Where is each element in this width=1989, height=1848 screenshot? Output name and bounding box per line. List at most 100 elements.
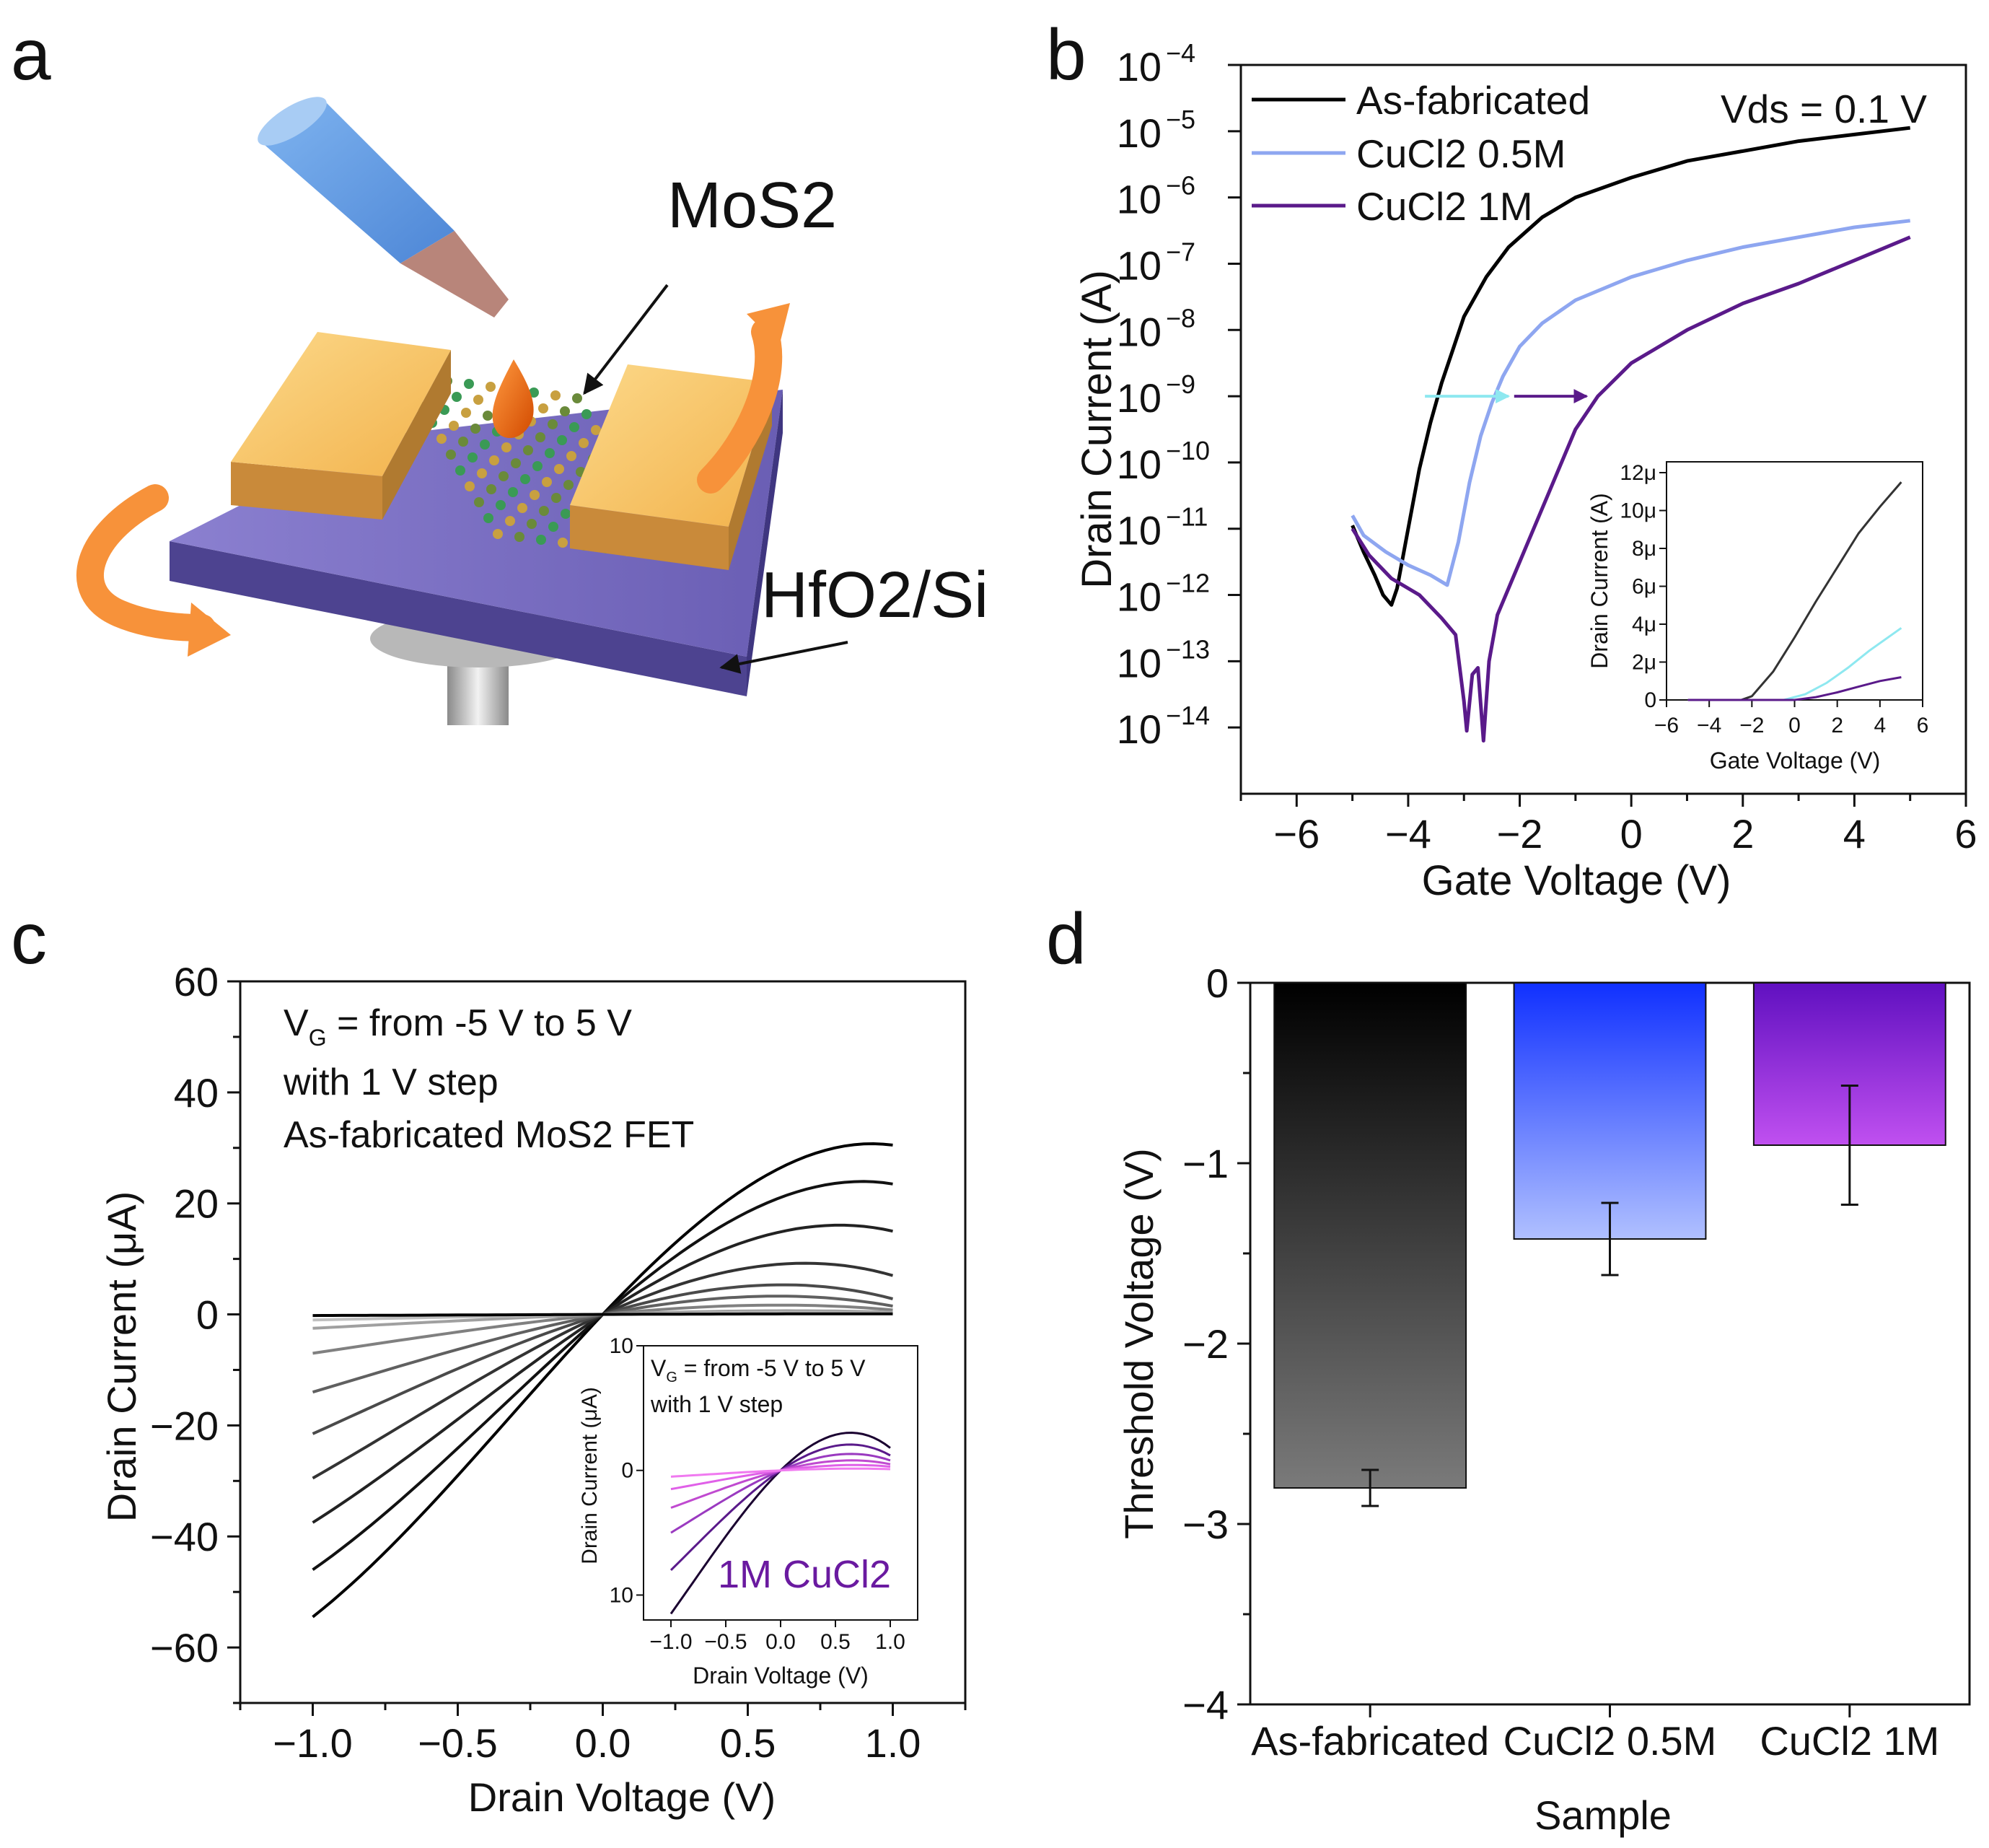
y-tick-label: −4	[1182, 1682, 1229, 1727]
pipette-cap	[258, 97, 327, 146]
panel-b-inset: −6 −4 −2 0 2 4 6 0 2μ 4μ 6μ 8μ 10μ 12μ Gate Voltage (…	[1586, 461, 1928, 774]
inset-x-tick-label: 0.0	[765, 1630, 796, 1654]
lattice-atom	[572, 393, 582, 403]
pipette-tip	[400, 231, 509, 318]
panel-c-annotation-vg: VG = from -5 V to 5 V	[284, 1002, 632, 1051]
panel-b-x-axis: −6 −4 −2 0 2 4 6	[1239, 794, 1977, 857]
substrate-side	[747, 390, 783, 696]
inset-y-tick-label: 0	[621, 1459, 633, 1483]
lattice-atom	[508, 487, 518, 497]
lattice-atom	[470, 424, 480, 434]
panel-letter-c: c	[11, 898, 47, 979]
inset-x-tick-label: 6	[1917, 714, 1929, 737]
category-label: CuCl2 1M	[1760, 1718, 1939, 1764]
panel-c-inset-annotation-vg: VG = from -5 V to 5 V	[651, 1355, 866, 1385]
y-tick-label: 10 −10	[1117, 436, 1210, 487]
lattice-atom	[530, 490, 540, 500]
substrate-front	[170, 541, 747, 696]
lattice-atom	[483, 411, 493, 421]
series-line	[1351, 126, 1910, 607]
x-tick-label: 0.0	[575, 1720, 631, 1766]
lattice-atom	[480, 439, 490, 450]
inset-y-tick-label: 6μ	[1632, 575, 1656, 599]
panel-c-x-axis: −1.0 −0.5 0.0 0.5 1.0	[239, 1703, 967, 1766]
panel-c-inset: −1.0 −0.5 0.0 0.5 1.0 10 0 10 VG = from -5 V to…	[578, 1334, 918, 1689]
electrode-left-side	[382, 350, 451, 520]
panel-c-inset-annotation-step: with 1 V step	[650, 1391, 783, 1417]
panel-c-inset-ylabel: Drain Current (μA)	[578, 1387, 602, 1564]
inset-x-tick-label: 2	[1831, 714, 1843, 737]
y-tick-label: 0	[1206, 960, 1229, 1006]
lattice-atom	[499, 471, 509, 481]
inset-y-tick-label: 8μ	[1632, 537, 1656, 561]
lattice-atom	[532, 461, 543, 471]
x-tick-label: 0	[1620, 811, 1643, 857]
lattice-atom	[563, 480, 574, 490]
inset-series-line	[1687, 481, 1902, 701]
panel-c-inset-label: 1M CuCl2	[718, 1553, 891, 1596]
x-tick-label: 4	[1843, 811, 1866, 857]
inset-x-tick-label: −1.0	[649, 1630, 692, 1654]
lattice-atom	[542, 477, 552, 487]
bar	[1273, 982, 1467, 1489]
lattice-atom	[538, 403, 548, 413]
panel-letter-d: d	[1046, 898, 1086, 979]
panel-b-inset-ylabel: Drain Current (A)	[1586, 493, 1612, 669]
inset-x-tick-label: −2	[1739, 714, 1764, 737]
lattice-atom	[560, 406, 570, 416]
lattice-atom	[446, 450, 456, 460]
panel-c-inset-axes: −1.0 −0.5 0.0 0.5 1.0 10 0 10	[610, 1334, 905, 1654]
y-tick-label: −3	[1182, 1502, 1229, 1547]
legend-label-cucl2-1m: CuCl2 1M	[1356, 184, 1533, 229]
pipette-barrel	[260, 101, 455, 263]
panel-b-inset-xlabel: Gate Voltage (V)	[1710, 748, 1881, 774]
y-tick-label: 10 −6	[1117, 171, 1195, 222]
label-substrate: HfO2/Si	[761, 559, 988, 631]
inset-y-tick-label: 4μ	[1632, 613, 1656, 636]
lattice-atom	[511, 458, 521, 468]
mos2-pointer-arrow	[583, 284, 669, 395]
lattice-atom	[514, 532, 524, 542]
panel-c-annotation-device: As-fabricated MoS2 FET	[284, 1114, 694, 1156]
panel-c-series	[312, 1142, 894, 1619]
x-tick-label: 2	[1731, 811, 1754, 857]
lattice-atom	[548, 522, 558, 532]
y-tick-label: 10 −7	[1117, 237, 1195, 288]
panel-b-ylabel: Drain Current (A)	[1073, 270, 1120, 589]
lattice-atom	[551, 493, 561, 503]
panel-b-inset-series	[1687, 481, 1902, 701]
inset-y-tick-label: 10	[610, 1583, 633, 1607]
label-mos2: MoS2	[667, 170, 837, 242]
lattice-atom	[505, 516, 515, 526]
category-label: CuCl2 0.5M	[1503, 1718, 1717, 1764]
lattice-atom	[467, 452, 478, 463]
y-tick-label: 10 −14	[1117, 701, 1210, 752]
panel-d-bars: As-fabricated CuCl2 0.5M CuCl2 1M	[1251, 982, 1946, 1764]
y-tick-label: 20	[174, 1181, 219, 1227]
droplet	[492, 359, 534, 439]
series-line	[1351, 235, 1911, 743]
lattice-atom	[548, 419, 558, 429]
lattice-atom	[489, 455, 499, 465]
lattice-atom	[539, 506, 549, 516]
panel-d-xlabel: Sample	[1534, 1792, 1672, 1838]
panel-c-inset-xlabel: Drain Voltage (V)	[693, 1663, 869, 1689]
lattice-atom	[461, 408, 471, 418]
lattice-atom	[474, 497, 484, 507]
panel-d-y-axis: 0 −1 −2 −3 −4	[1182, 960, 1250, 1727]
panel-b-xlabel: Gate Voltage (V)	[1422, 857, 1731, 904]
panel-d-ylabel: Threshold Voltage (V)	[1116, 1148, 1162, 1539]
y-tick-label: 0	[196, 1292, 219, 1338]
bar	[1513, 982, 1707, 1240]
pipette	[258, 97, 509, 318]
inset-y-tick-label: 12μ	[1620, 461, 1656, 485]
lattice-atom	[520, 474, 530, 484]
lattice-atom	[529, 387, 539, 398]
panel-c: −1.0 −0.5 0.0 0.5 1.0 60 40 20 0 −20 −40 −60 Drain…	[99, 959, 967, 1820]
lattice-atom	[517, 503, 527, 513]
rotation-arrow-upper-head	[747, 303, 790, 346]
lattice-atom	[501, 442, 511, 452]
y-tick-label: −60	[150, 1625, 219, 1670]
rotation-arrow-lower-head	[188, 603, 231, 657]
lattice-atom	[464, 379, 474, 389]
